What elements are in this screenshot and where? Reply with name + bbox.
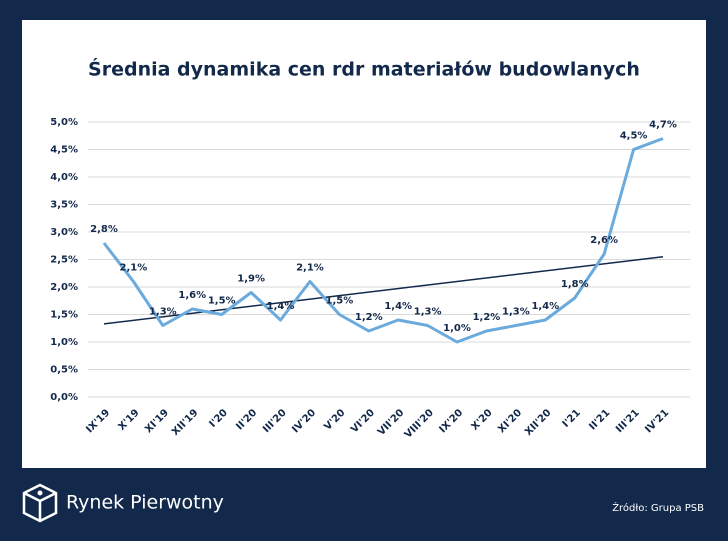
data-label: 4,5% xyxy=(620,131,648,142)
y-tick-label: 3,0% xyxy=(50,227,78,238)
source: Źródło: Grupa PSB xyxy=(612,501,704,514)
data-label: 1,0% xyxy=(443,323,471,334)
data-label: 1,2% xyxy=(473,312,501,323)
data-label: 1,3% xyxy=(414,307,442,318)
data-label: 1,4% xyxy=(267,301,295,312)
data-label: 2,6% xyxy=(590,235,618,246)
data-label: 1,5% xyxy=(326,296,354,307)
data-label: 1,4% xyxy=(384,301,412,312)
y-tick-label: 1,0% xyxy=(50,337,78,348)
data-label: 1,9% xyxy=(237,274,265,285)
y-tick-label: 0,5% xyxy=(50,365,78,376)
card xyxy=(22,20,706,468)
y-tick-label: 4,0% xyxy=(50,172,78,183)
data-label: 1,2% xyxy=(355,312,383,323)
data-label: 1,5% xyxy=(208,296,236,307)
y-tick-label: 5,0% xyxy=(50,117,78,128)
y-tick-label: 0,0% xyxy=(50,392,78,403)
data-label: 2,1% xyxy=(120,263,148,274)
data-label: 1,8% xyxy=(561,279,589,290)
y-tick-label: 3,5% xyxy=(50,200,78,211)
data-label: 1,3% xyxy=(502,307,530,318)
data-label: 2,1% xyxy=(296,263,324,274)
data-label: 1,3% xyxy=(149,307,177,318)
y-tick-label: 2,5% xyxy=(50,255,78,266)
brand: Rynek Pierwotny xyxy=(66,492,224,514)
data-label: 2,8% xyxy=(90,224,118,235)
data-line xyxy=(102,137,664,344)
chart-title: Średnia dynamika cen rdr materiałów budo… xyxy=(88,57,640,81)
data-label: 1,6% xyxy=(178,290,206,301)
y-tick-label: 4,5% xyxy=(50,145,78,156)
y-tick-label: 1,5% xyxy=(50,310,78,321)
trend-line xyxy=(103,256,664,325)
data-label: 4,7% xyxy=(649,120,677,131)
y-tick-label: 2,0% xyxy=(50,282,78,293)
data-label: 1,4% xyxy=(531,301,559,312)
logo xyxy=(22,483,58,523)
